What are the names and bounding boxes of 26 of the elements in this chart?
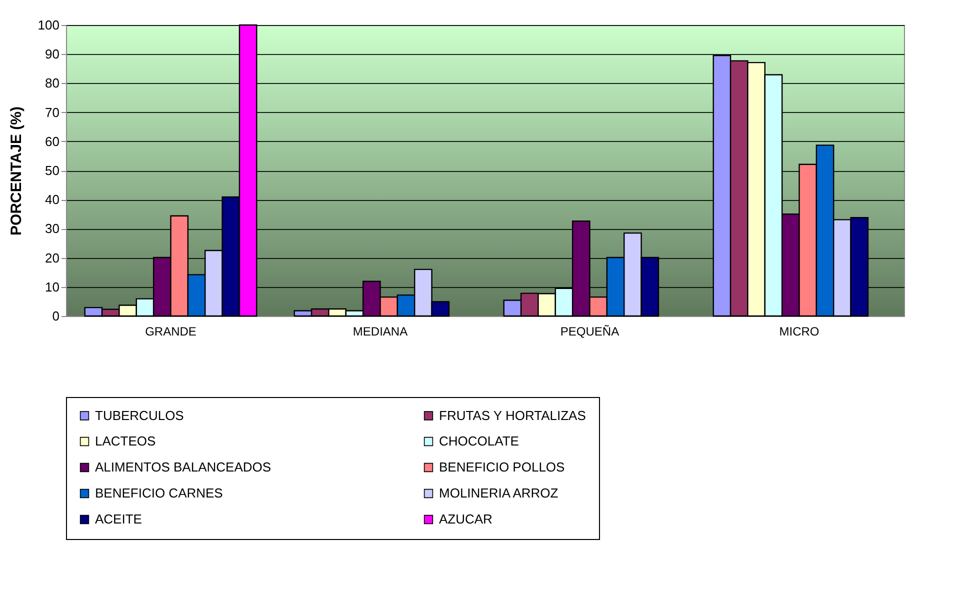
y-tick-label: 30: [45, 221, 60, 236]
legend-label: FRUTAS Y HORTALIZAS: [439, 408, 586, 423]
y-tick-label: 90: [45, 46, 60, 62]
legend-label: CHOCOLATE: [439, 434, 520, 448]
y-tick-label: 50: [45, 163, 60, 178]
y-tick-label: 100: [38, 18, 60, 32]
legend-label: TUBERCULOS: [95, 408, 184, 423]
x-tick-label: PEQUEÑA: [560, 324, 620, 338]
y-tick-label: 70: [45, 104, 60, 120]
legend-label: ACEITE: [95, 512, 142, 526]
y-tick-label: 80: [45, 76, 60, 91]
legend-label: AZUCAR: [439, 512, 492, 526]
y-tick-label: 20: [45, 250, 60, 266]
y-tick-label: 40: [45, 192, 60, 208]
x-tick-label: MICRO: [779, 324, 820, 338]
y-tick-label: 60: [45, 134, 60, 149]
legend-label: ALIMENTOS BALANCEADOS: [95, 460, 272, 474]
x-tick-label: GRANDE: [145, 324, 196, 338]
y-tick-label: 10: [45, 279, 60, 294]
legend-label: LACTEOS: [95, 434, 156, 448]
x-tick-label: MEDIANA: [352, 324, 408, 338]
y-tick-label: 0: [52, 308, 60, 324]
legend-label: BENEFICIO CARNES: [95, 486, 224, 500]
legend-label: MOLINERIA ARROZ: [439, 486, 558, 500]
legend-label: BENEFICIO POLLOS: [439, 460, 566, 474]
y-axis-title: PORCENTAJE (%): [8, 106, 25, 236]
